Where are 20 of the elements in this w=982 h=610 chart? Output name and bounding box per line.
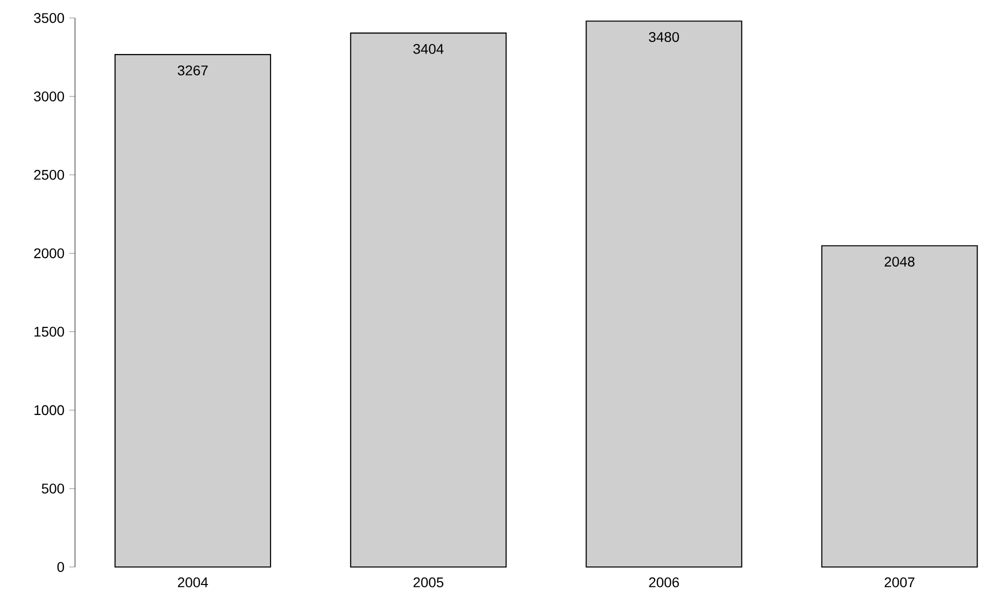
data-label: 2048 bbox=[884, 256, 914, 267]
y-tick-label: 2500 bbox=[34, 170, 64, 180]
y-tick-label: 1500 bbox=[34, 326, 64, 337]
x-tick-label: 2004 bbox=[178, 577, 208, 588]
bar bbox=[821, 245, 978, 568]
bar bbox=[586, 20, 742, 568]
x-tick-label: 2006 bbox=[649, 577, 679, 588]
y-tick-label: 3000 bbox=[34, 91, 64, 102]
y-tick-label: 500 bbox=[42, 484, 64, 494]
x-tick-label: 2007 bbox=[884, 577, 914, 588]
x-tick-label: 2005 bbox=[414, 577, 444, 588]
data-label: 3404 bbox=[413, 44, 444, 54]
bar bbox=[350, 32, 507, 568]
y-tick-label: 0 bbox=[57, 562, 64, 572]
y-tick-label: 2000 bbox=[34, 248, 64, 258]
data-label: 3480 bbox=[648, 32, 679, 42]
data-label: 3267 bbox=[178, 65, 208, 76]
y-tick-label: 1000 bbox=[34, 405, 64, 416]
y-tick-label: 3500 bbox=[34, 13, 64, 23]
bar bbox=[114, 54, 272, 568]
